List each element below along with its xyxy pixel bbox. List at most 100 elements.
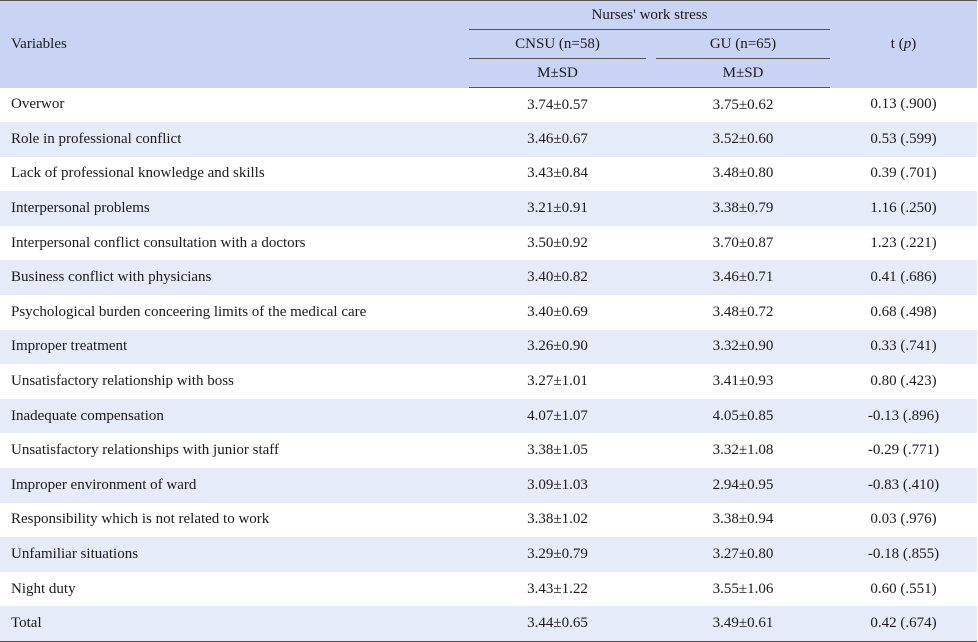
- table-row: Interpersonal conflict consultation with…: [0, 226, 977, 261]
- table-row: Unsatisfactory relationship with boss 3.2…: [0, 364, 977, 399]
- t-value-cell: 0.33 (.741): [870, 338, 937, 355]
- cnsu-value-cell: 3.43±1.22: [527, 580, 588, 597]
- variables-header: Variables: [0, 0, 469, 88]
- cnsu-value-cell: 3.50±0.92: [527, 234, 588, 251]
- variable-cell: Unsatisfactory relationships with junior…: [11, 442, 280, 459]
- t-label: t (: [890, 35, 904, 52]
- spacer-cell: [646, 330, 656, 365]
- variable-cell: Interpersonal problems: [11, 200, 150, 217]
- spacer-cell: [646, 295, 656, 330]
- spacer-cell: [646, 537, 656, 572]
- gu-value-cell: 3.32±1.08: [712, 442, 774, 459]
- gu-value-cell: 3.38±0.79: [712, 200, 774, 217]
- table-row: Night duty 3.43±1.22 3.55±1.06 0.60 (.551): [0, 572, 977, 607]
- gu-msd-header: M±SD: [656, 58, 831, 88]
- spacer-cell: [646, 399, 656, 434]
- variable-cell: Lack of professional knowledge and skill…: [11, 165, 265, 182]
- t-value-cell: -0.29 (.771): [867, 442, 940, 459]
- t-value-cell: 0.60 (.551): [870, 580, 937, 597]
- gu-value-cell: 3.49±0.61: [656, 606, 831, 642]
- t-value-cell: 0.41 (.686): [870, 269, 937, 286]
- cnsu-value-cell: 3.27±1.01: [527, 373, 588, 390]
- cnsu-value-cell: 3.09±1.03: [527, 476, 588, 493]
- variable-cell: Business conflict with physicians: [11, 269, 212, 286]
- gu-value-cell: 3.27±0.80: [712, 546, 774, 563]
- table-row: Unfamiliar situations 3.29±0.79 3.27±0.80 -…: [0, 537, 978, 572]
- t-value-cell: 1.16 (.250): [870, 200, 937, 217]
- table-row: Total 3.44±0.65 3.49±0.61 0.42 (.674): [0, 606, 978, 642]
- p-label: p: [903, 35, 912, 52]
- table-row: Overwor 3.74±0.57 3.75±0.62 0.13 (.900): [0, 88, 977, 123]
- spacer-cell: [646, 503, 656, 538]
- t-value-cell: 0.68 (.498): [870, 303, 937, 320]
- t-value-cell: -0.13 (.896): [867, 407, 940, 424]
- spacer-cell: [646, 606, 656, 642]
- cnsu-value-cell: 3.44±0.65: [469, 606, 646, 642]
- t-value-cell: -0.83 (.410): [867, 476, 940, 493]
- gu-value-cell: 4.05±0.85: [712, 407, 774, 424]
- variable-cell: Psychological burden conceering limits o…: [11, 303, 367, 320]
- spacer-cell: [646, 364, 656, 399]
- variable-cell: Total: [0, 606, 469, 642]
- spacer-cell: [646, 260, 656, 295]
- header-gap: [646, 58, 656, 88]
- spacer-cell: [646, 226, 656, 261]
- cnsu-value-cell: 3.40±0.69: [527, 303, 588, 320]
- gu-value-cell: 3.41±0.93: [712, 373, 774, 390]
- gu-value-cell: 3.48±0.72: [712, 303, 774, 320]
- t-value-cell: 0.80 (.423): [870, 373, 937, 390]
- variable-cell: Overwor: [11, 96, 65, 113]
- gu-value-cell: 3.46±0.71: [712, 269, 774, 286]
- spacer-cell: [646, 122, 656, 157]
- cnsu-value-cell: 3.21±0.91: [527, 200, 588, 217]
- t-close: ): [911, 35, 917, 52]
- table-row: Psychological burden conceering limits o…: [0, 295, 977, 330]
- cnsu-value-cell: 3.26±0.90: [527, 338, 588, 355]
- variable-cell: Role in professional conflict: [11, 130, 182, 147]
- spacer-cell: [646, 572, 656, 607]
- cnsu-value-cell: 3.38±1.05: [527, 442, 588, 459]
- cnsu-value-cell: 3.40±0.82: [527, 269, 588, 286]
- gu-value-cell: 3.75±0.62: [712, 96, 774, 113]
- variable-cell: Inadequate compensation: [11, 407, 164, 424]
- cnsu-msd-header: M±SD: [469, 58, 646, 88]
- table-row: Role in professional conflict 3.46±0.67 3.…: [0, 122, 978, 157]
- cnsu-value-cell: 3.46±0.67: [527, 130, 588, 147]
- gu-value-cell: 3.32±0.90: [712, 338, 774, 355]
- variable-cell: Unsatisfactory relationship with boss: [11, 373, 234, 390]
- nurses-work-stress-header: Nurses' work stress: [469, 0, 831, 30]
- header-gap: [646, 30, 656, 59]
- variable-cell: Night duty: [11, 580, 76, 597]
- t-value-cell: 0.53 (.599): [870, 130, 937, 147]
- t-value-cell: -0.18 (.855): [867, 546, 940, 563]
- t-value-cell: 0.13 (.900): [870, 96, 937, 113]
- spacer-cell: [646, 433, 656, 468]
- cnsu-value-cell: 4.07±1.07: [527, 407, 588, 424]
- table-row: Inadequate compensation 4.07±1.07 4.05±0.8…: [0, 398, 978, 434]
- cnsu-group-header: CNSU (n=58): [469, 29, 646, 59]
- gu-value-cell: 2.94±0.95: [712, 476, 774, 493]
- spacer-cell: [646, 88, 656, 123]
- cnsu-value-cell: 3.29±0.79: [527, 546, 588, 563]
- table-row: Improper environment of ward 3.09±1.03 2.9…: [0, 468, 978, 503]
- t-value-cell: 0.03 (.976): [870, 511, 937, 528]
- table-row: Improper treatment 3.26±0.90 3.32±0.90 0.33…: [0, 329, 978, 365]
- table-row: Unsatisfactory relationships with junior…: [0, 433, 977, 468]
- spacer-cell: [646, 468, 656, 503]
- variable-cell: Improper environment of ward: [11, 476, 197, 493]
- table-row: Responsibility which is not related to w…: [0, 503, 977, 538]
- table-row: Interpersonal problems 3.21±0.91 3.38±0.79…: [0, 191, 978, 226]
- t-value-cell: 1.23 (.221): [870, 234, 937, 251]
- t-value-cell: 0.39 (.701): [870, 165, 937, 182]
- gu-value-cell: 3.38±0.94: [712, 511, 774, 528]
- variable-cell: Unfamiliar situations: [11, 546, 139, 563]
- t-p-header: t (p): [830, 0, 978, 88]
- spacer-cell: [646, 191, 656, 226]
- table-row: Business conflict with physicians 3.40±0.…: [0, 260, 978, 296]
- spacer-cell: [646, 157, 656, 192]
- variable-cell: Responsibility which is not related to w…: [11, 511, 270, 528]
- cnsu-value-cell: 3.74±0.57: [527, 96, 588, 113]
- table-row: Lack of professional knowledge and skill…: [0, 157, 977, 192]
